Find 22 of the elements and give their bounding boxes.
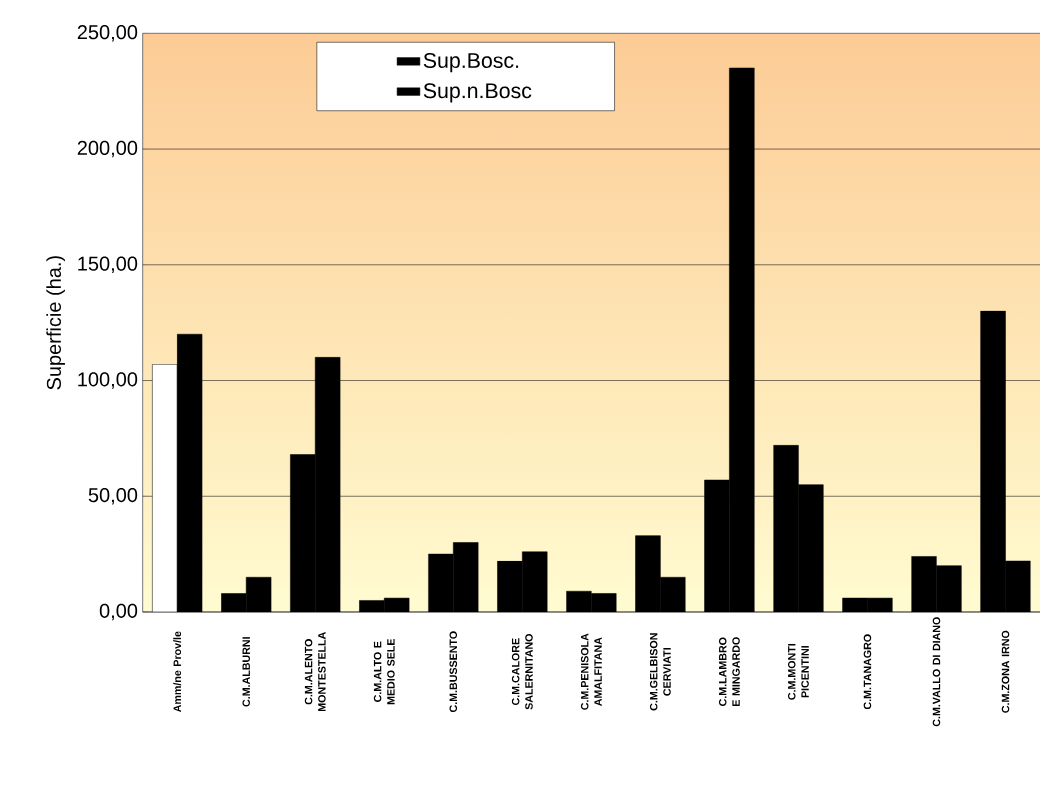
x-tick-label: C.M.ZONA IRNO <box>1001 630 1010 713</box>
x-tick-label: C.M.CALORE SALERNITANO <box>511 634 533 710</box>
x-tick-label: Amm/ne Prov/le <box>173 631 182 713</box>
x-tick-label: C.M.ALBURNI <box>242 637 250 707</box>
y-axis-title: Superficie (ha.) <box>46 256 65 390</box>
y-tick-label: 150,00 <box>78 256 138 274</box>
y-tick-label: 0,00 <box>99 603 138 621</box>
y-tick-label: 250,00 <box>77 25 138 42</box>
legend-label: Sup.n.Bosc <box>423 83 532 103</box>
y-tick-label: 50,00 <box>88 487 138 505</box>
x-tick-label: C.M.ALTO E MEDIO SELE <box>373 638 395 705</box>
x-tick-label: C.M.LAMBRO E MINGARDO <box>718 637 740 706</box>
legend-label: Sup.Bosc. <box>423 52 519 73</box>
x-tick-label: C.M.TANAGRO <box>863 634 872 710</box>
x-tick-label: C.M.ALENTO MONTESTELLA <box>304 631 326 711</box>
x-tick-label: C.M.GELBISON CERVIATI <box>649 633 671 711</box>
x-tick-label: C.M.PENISOLA AMALFITANA <box>580 633 602 710</box>
x-tick-label: C.M.BUSSENTO <box>449 631 458 713</box>
x-tick-label: C.M.VALLO DI DIANO <box>932 617 941 727</box>
y-tick-label: 100,00 <box>78 372 138 389</box>
x-tick-label: C.M.MONTI PICENTINI <box>787 643 809 700</box>
y-tick-label: 200,00 <box>77 140 138 158</box>
